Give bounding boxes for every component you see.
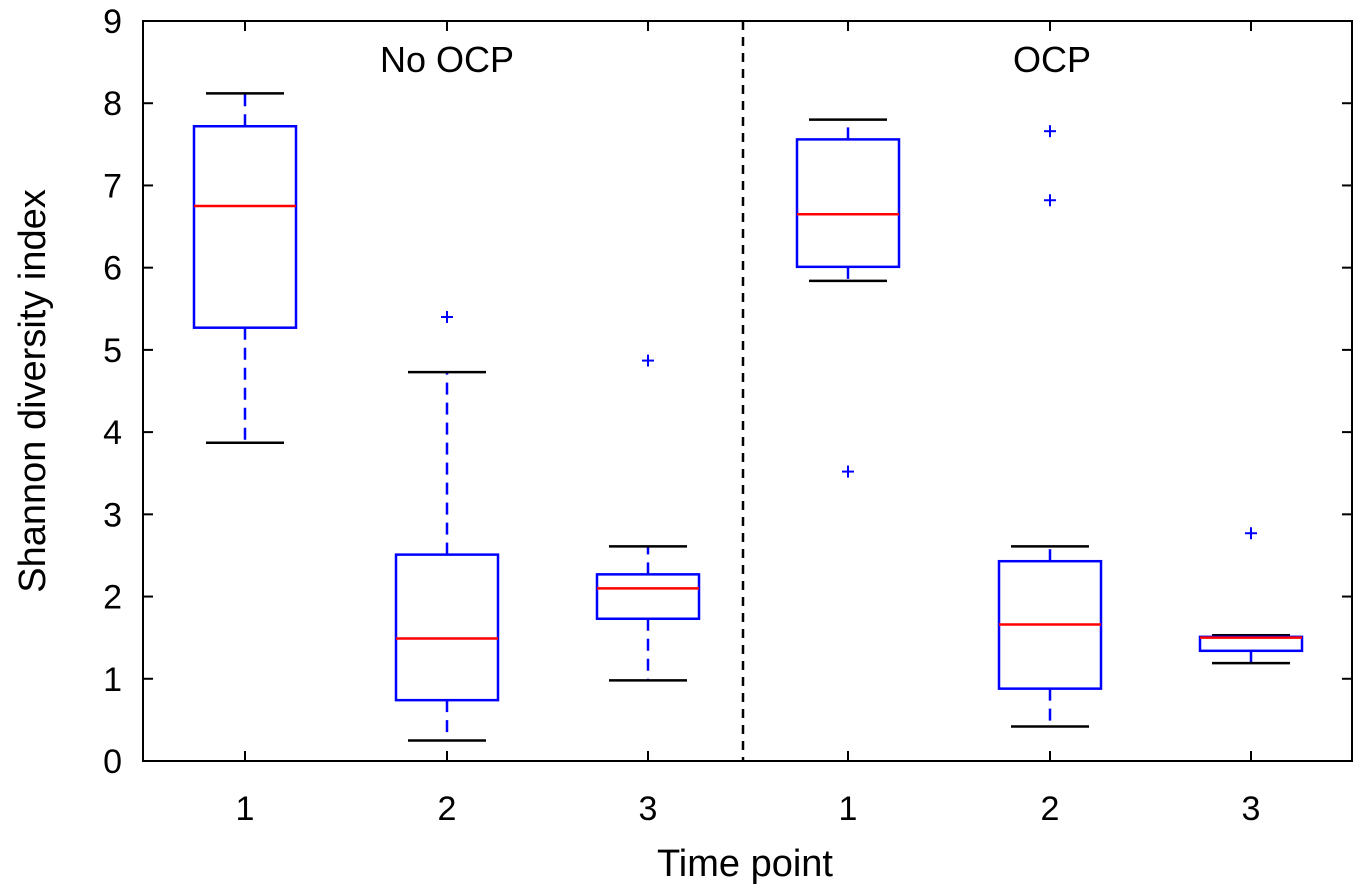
box-no-ocp-t3 bbox=[595, 354, 701, 682]
x-tick-label: 1 bbox=[839, 790, 858, 828]
outlier-point bbox=[441, 311, 453, 323]
x-axis: 1 2 3 1 2 3 bbox=[236, 21, 1261, 828]
iqr-box bbox=[595, 573, 701, 621]
group-label-no-ocp: No OCP bbox=[380, 39, 514, 80]
x-tick-label: 3 bbox=[639, 790, 658, 828]
y-tick-label: 1 bbox=[103, 661, 122, 699]
outlier-point bbox=[1044, 125, 1056, 138]
plot-frame bbox=[142, 20, 1353, 762]
iqr-box bbox=[1198, 635, 1304, 653]
iqr-box bbox=[192, 124, 298, 329]
y-tick-label: 3 bbox=[103, 496, 122, 534]
y-axis-label: Shannon diversity index bbox=[12, 189, 54, 592]
box-ocp-t3 bbox=[1198, 527, 1304, 665]
box-ocp-t2 bbox=[997, 125, 1103, 728]
x-tick-label: 1 bbox=[236, 790, 255, 828]
box-no-ocp-t1 bbox=[192, 92, 298, 445]
y-tick-label: 0 bbox=[103, 743, 122, 781]
outlier-point bbox=[1245, 527, 1257, 540]
box-no-ocp-t2 bbox=[394, 311, 500, 742]
box-series bbox=[192, 92, 1304, 742]
outlier-point bbox=[842, 465, 854, 478]
y-axis: 0 1 2 3 4 5 6 7 8 9 bbox=[103, 3, 1352, 781]
y-tick-label: 8 bbox=[103, 85, 122, 123]
y-tick-label: 9 bbox=[103, 3, 122, 41]
x-tick-label: 2 bbox=[438, 790, 457, 828]
x-tick-label: 3 bbox=[1242, 790, 1261, 828]
x-tick-label: 2 bbox=[1041, 790, 1060, 828]
y-tick-label: 2 bbox=[103, 579, 122, 617]
x-axis-label: Time point bbox=[657, 843, 833, 885]
y-tick-label: 7 bbox=[103, 167, 122, 205]
group-label-ocp: OCP bbox=[1013, 39, 1091, 80]
y-tick-label: 5 bbox=[103, 332, 122, 370]
outlier-point bbox=[1044, 194, 1056, 207]
y-tick-label: 6 bbox=[103, 250, 122, 288]
box-ocp-t1 bbox=[795, 118, 901, 478]
outlier-point bbox=[642, 354, 654, 367]
y-tick-label: 4 bbox=[103, 414, 122, 452]
iqr-box bbox=[394, 553, 500, 702]
iqr-box bbox=[795, 138, 901, 269]
